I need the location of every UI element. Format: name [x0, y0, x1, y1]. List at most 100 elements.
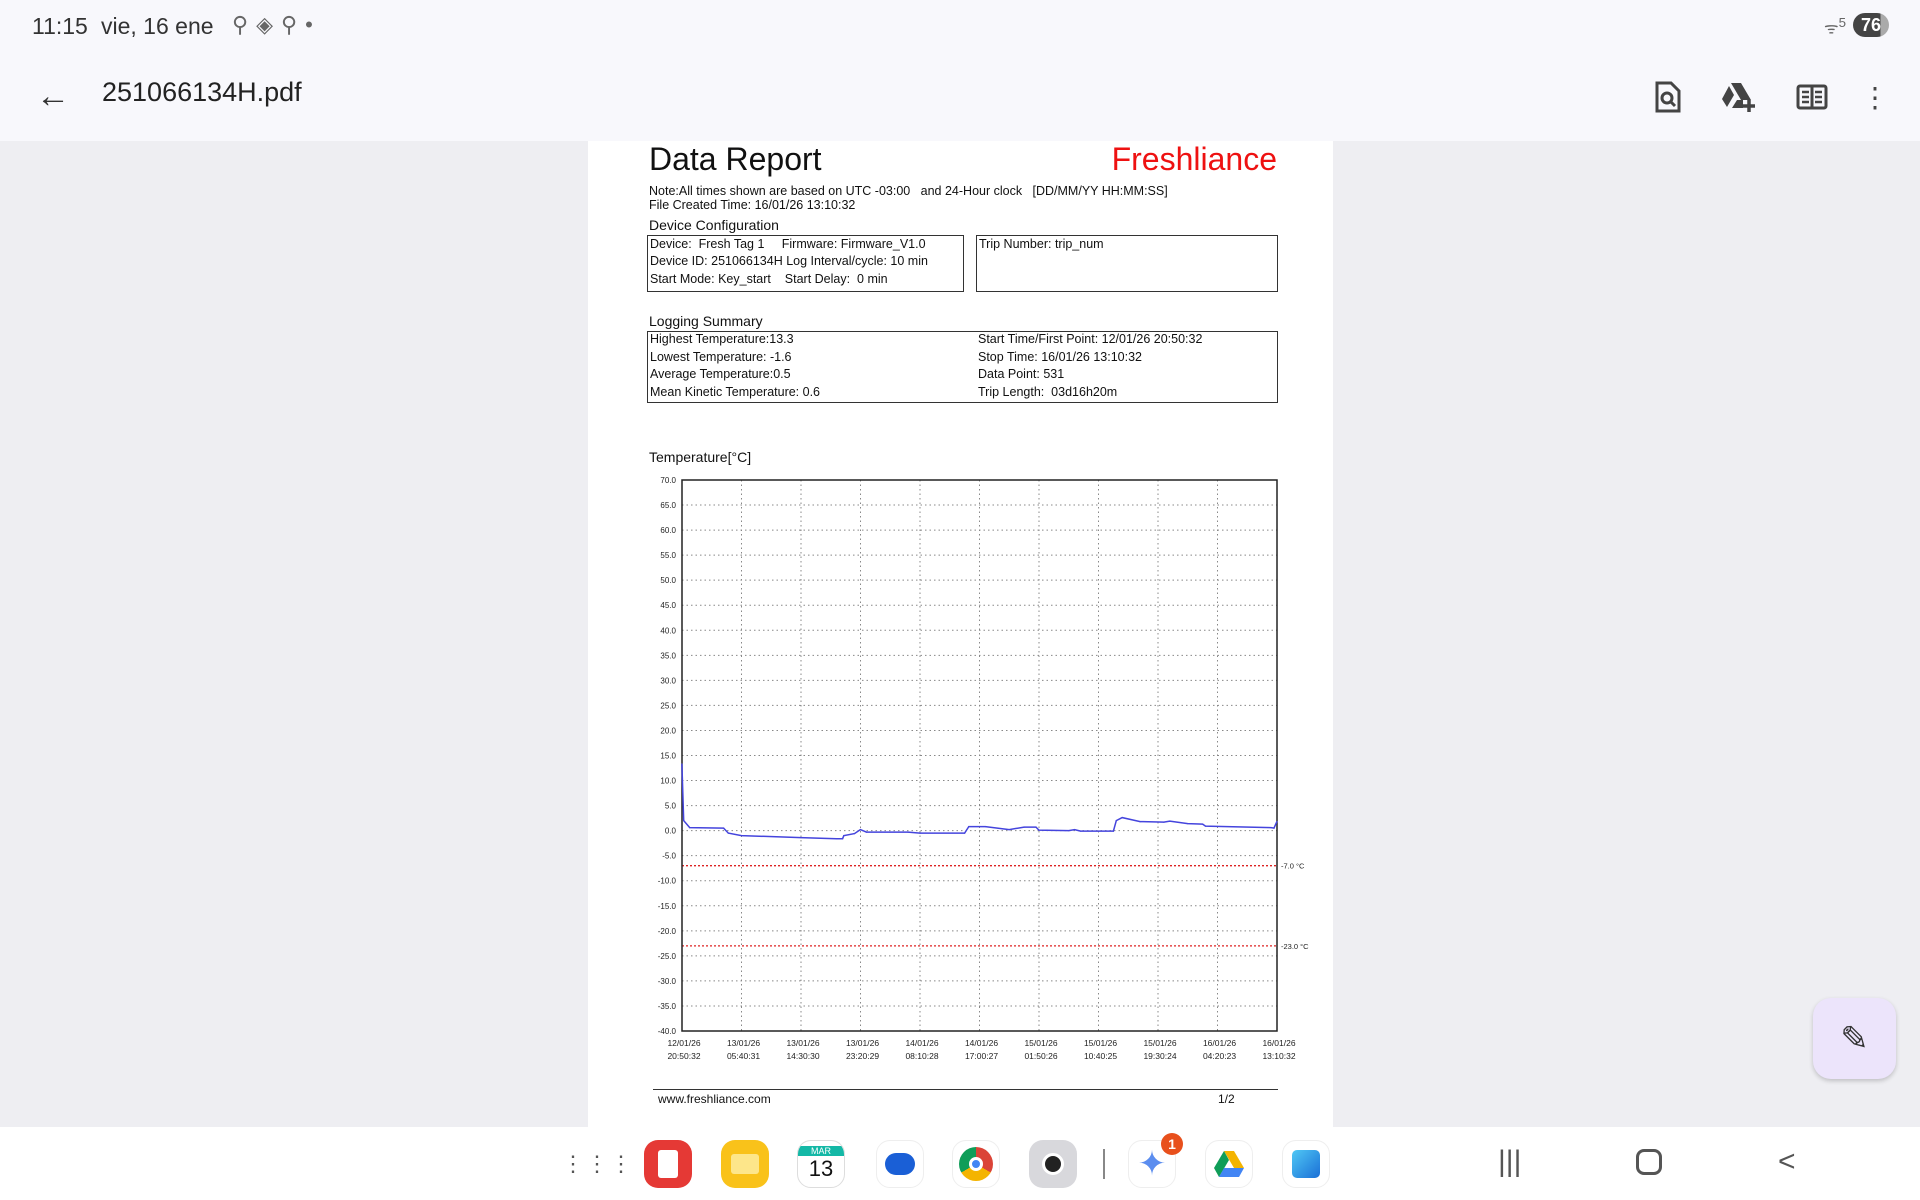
- y-tick-label: 45.0: [660, 601, 676, 610]
- y-tick-label: 0.0: [665, 827, 677, 836]
- find-in-document-icon[interactable]: [1646, 75, 1690, 119]
- camera-app-icon[interactable]: [1029, 1140, 1077, 1188]
- more-vert-icon[interactable]: ⋮: [1861, 81, 1889, 113]
- x-tick-label: 23:20:29: [846, 1051, 879, 1061]
- app-drawer-icon[interactable]: ⋮⋮⋮: [562, 1151, 634, 1176]
- document-title: 251066134H.pdf: [102, 77, 302, 107]
- add-to-drive-icon[interactable]: [1717, 75, 1761, 119]
- y-tick-label: -30.0: [658, 977, 677, 986]
- report-title: Data Report: [649, 141, 822, 177]
- x-tick-label: 14/01/26: [965, 1038, 998, 1048]
- brand-logo: Freshliance: [1111, 141, 1277, 177]
- x-tick-label: 13/01/26: [727, 1038, 760, 1048]
- y-tick-label: -5.0: [662, 852, 676, 861]
- x-tick-label: 16/01/26: [1262, 1038, 1295, 1048]
- timezone-note: Note:All times shown are based on UTC -0…: [649, 184, 1168, 198]
- x-tick-label: 15/01/26: [1024, 1038, 1057, 1048]
- gemini-app-icon[interactable]: ✦ 1: [1128, 1133, 1183, 1188]
- x-tick-label: 17:00:27: [965, 1051, 998, 1061]
- data-point: [1035, 826, 1037, 828]
- my-files-app-icon[interactable]: [721, 1140, 769, 1188]
- dock-divider: [1103, 1149, 1105, 1179]
- data-point: [722, 827, 725, 829]
- back-arrow-icon[interactable]: ←: [36, 77, 70, 115]
- calendar-app-icon[interactable]: MAR 13: [797, 1140, 845, 1188]
- y-tick-label: 25.0: [660, 701, 676, 710]
- data-point: [689, 827, 691, 829]
- y-tick-label: 70.0: [660, 476, 676, 485]
- back-icon[interactable]: <: [1778, 1145, 1796, 1178]
- calendar-day: 13: [808, 1156, 834, 1181]
- y-tick-label: -40.0: [658, 1027, 677, 1036]
- data-point: [1068, 830, 1070, 832]
- x-tick-label: 05:40:31: [727, 1051, 760, 1061]
- data-point: [1115, 820, 1117, 822]
- x-tick-label: 15/01/26: [1084, 1038, 1117, 1048]
- data-point: [865, 831, 867, 833]
- x-tick-label: 13/01/26: [786, 1038, 819, 1048]
- x-tick-label: 20:50:32: [667, 1051, 700, 1061]
- data-point: [859, 829, 862, 831]
- y-tick-label: 65.0: [660, 501, 676, 510]
- data-points: Data Point: 531: [978, 367, 1065, 381]
- y-tick-label: -15.0: [658, 902, 677, 911]
- limit-label: -23.0 °C: [1281, 942, 1309, 951]
- y-tick-label: -10.0: [658, 877, 677, 886]
- x-tick-label: 08:10:28: [905, 1051, 938, 1061]
- home-icon[interactable]: [1636, 1149, 1662, 1175]
- y-tick-label: 35.0: [660, 651, 676, 660]
- y-tick-label: 20.0: [660, 726, 676, 735]
- y-tick-label: 40.0: [660, 626, 676, 635]
- status-time: 11:15: [32, 13, 88, 39]
- y-axis-label: Temperature[°C]: [649, 449, 752, 465]
- trip-number: Trip Number: trip_num: [979, 237, 1104, 251]
- data-point: [968, 826, 970, 828]
- start-mode-line: Start Mode: Key_start Start Delay: 0 min: [650, 272, 888, 286]
- data-point: [1204, 825, 1207, 827]
- data-point: [841, 838, 844, 840]
- usb-notification-icons: ⚲◈⚲•: [232, 12, 321, 37]
- app-bar: ← 251066134H.pdf ⋮: [0, 55, 1920, 141]
- data-point: [1187, 823, 1189, 825]
- data-point: [1023, 826, 1025, 828]
- data-point: [800, 837, 802, 839]
- data-point: [1273, 827, 1275, 829]
- y-tick-label: 10.0: [660, 777, 676, 786]
- stop-time: Stop Time: 16/01/26 13:10:32: [978, 350, 1143, 364]
- data-point: [727, 832, 729, 834]
- x-tick-label: 13:10:32: [1262, 1051, 1295, 1061]
- device-config-box: Device: Fresh Tag 1 Firmware: Firmware_V…: [647, 235, 964, 292]
- data-point: [1163, 821, 1165, 823]
- start-time: Start Time/First Point: 12/01/26 20:50:3…: [978, 332, 1203, 346]
- annotate-pen-button[interactable]: ✎: [1813, 998, 1896, 1079]
- footer-url: www.freshliance.com: [658, 1092, 771, 1106]
- drive-app-icon[interactable]: [1205, 1140, 1253, 1188]
- reading-mode-icon[interactable]: [1790, 75, 1834, 119]
- wifi-icon: ᯤ5: [1824, 15, 1847, 38]
- y-tick-label: 30.0: [660, 676, 676, 685]
- trip-length: Trip Length: 03d16h20m: [978, 385, 1118, 399]
- data-point: [853, 833, 856, 835]
- x-tick-label: 14/01/26: [905, 1038, 938, 1048]
- x-tick-label: 12/01/26: [667, 1038, 700, 1048]
- pdf-viewer[interactable]: Data Report Freshliance Note:All times s…: [0, 141, 1920, 1127]
- device-config-heading: Device Configuration: [649, 217, 779, 233]
- outlook-app-icon[interactable]: [1282, 1140, 1330, 1188]
- status-bar: 11:15 vie, 16 ene ⚲◈⚲• ᯤ5 76: [0, 0, 1920, 55]
- logging-summary-box: Highest Temperature:13.3 Lowest Temperat…: [647, 331, 1278, 403]
- recents-icon[interactable]: |||: [1498, 1145, 1522, 1178]
- status-date: vie, 16 ene: [101, 13, 214, 39]
- notes-app-icon[interactable]: [644, 1140, 692, 1188]
- x-tick-label: 01:50:26: [1024, 1051, 1057, 1061]
- data-point: [964, 832, 966, 834]
- y-tick-label: 55.0: [660, 551, 676, 560]
- x-tick-label: 13/01/26: [846, 1038, 879, 1048]
- x-tick-label: 14:30:30: [786, 1051, 819, 1061]
- chrome-app-icon[interactable]: [952, 1140, 1000, 1188]
- y-tick-label: 50.0: [660, 576, 676, 585]
- battery-indicator: 76: [1853, 13, 1889, 37]
- lowest-temp: Lowest Temperature: -1.6: [650, 350, 792, 364]
- data-point: [740, 835, 743, 837]
- trip-box: Trip Number: trip_num: [976, 235, 1278, 292]
- messages-app-icon[interactable]: [876, 1140, 924, 1188]
